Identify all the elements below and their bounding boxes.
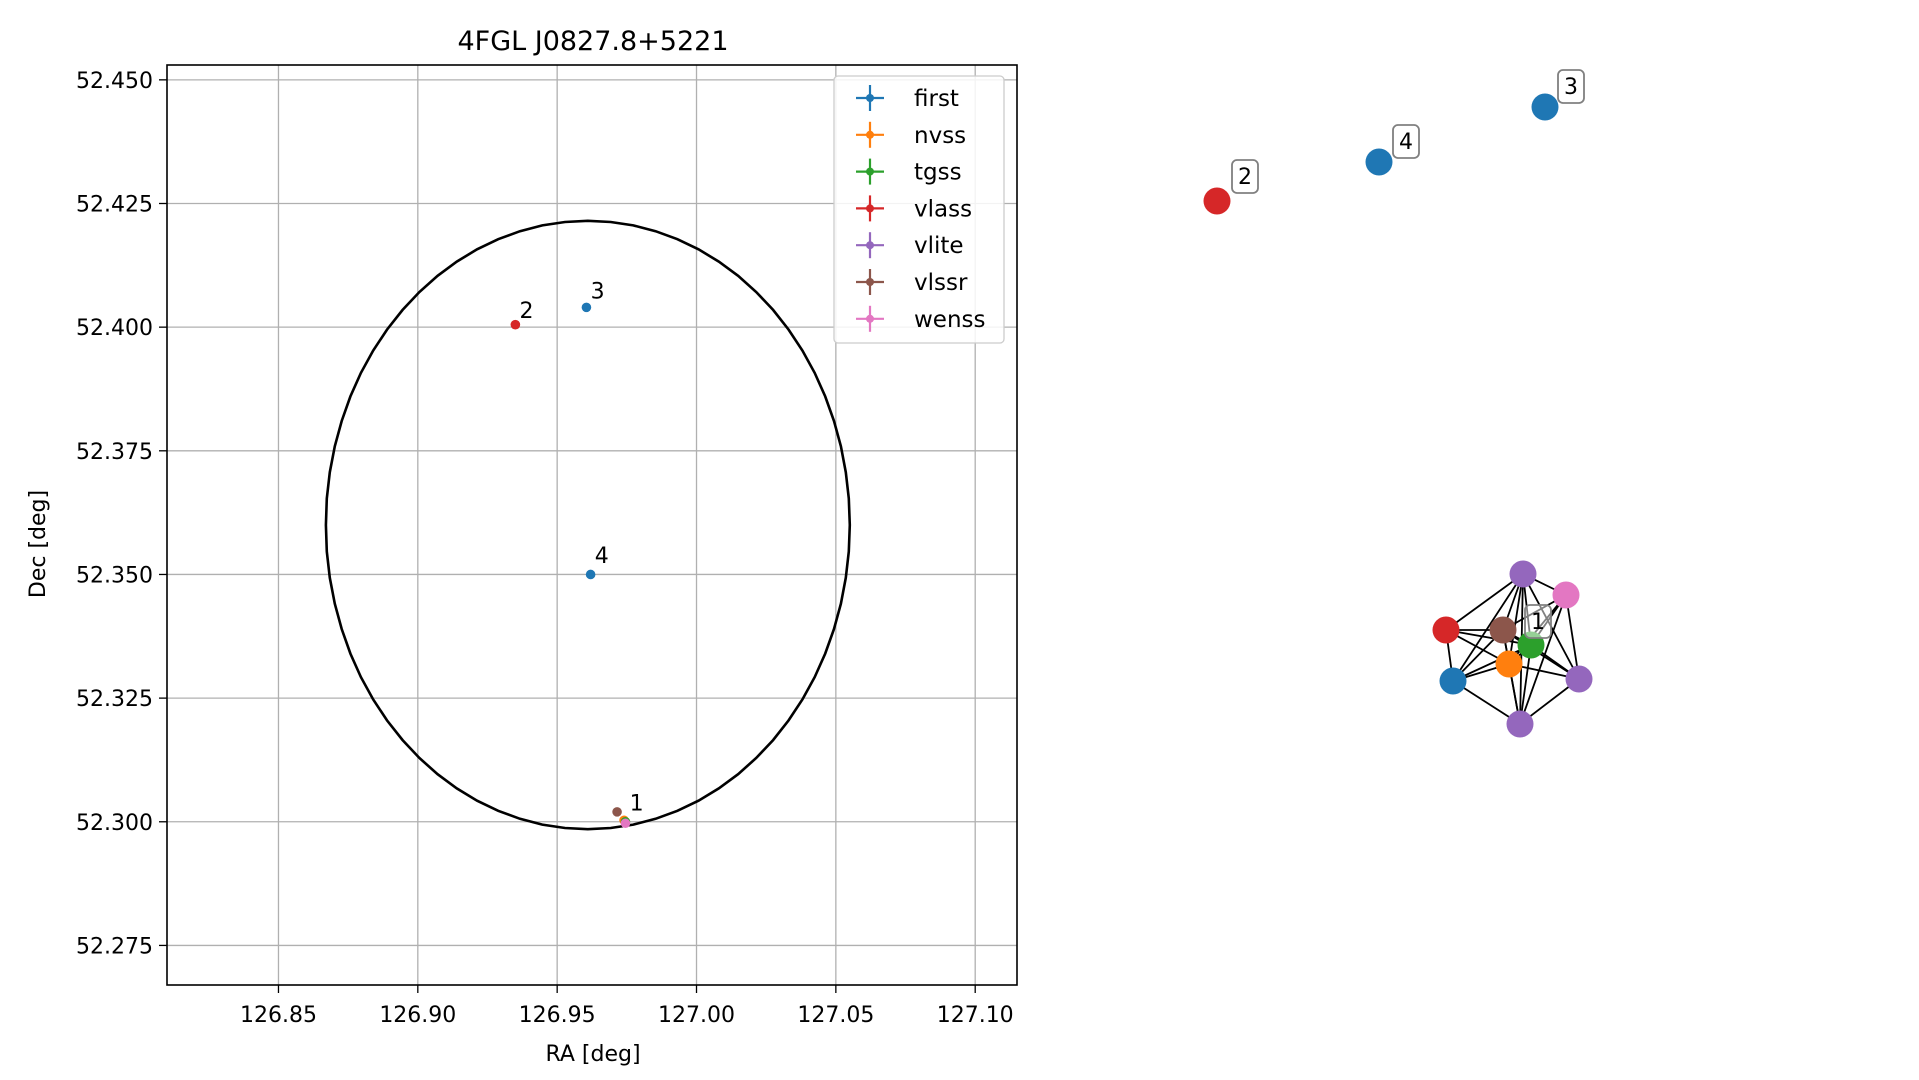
- source-point-vlass: [510, 319, 521, 330]
- y-tick-label: 52.400: [76, 316, 153, 341]
- graph-node-label: 3: [1564, 75, 1578, 100]
- y-tick-label: 52.325: [76, 687, 153, 712]
- graph-node-vlssr: [1489, 616, 1517, 644]
- legend-marker-dot: [866, 278, 874, 286]
- legend-label: tgss: [914, 160, 962, 186]
- graph-node-vlass: [1432, 616, 1460, 644]
- source-point-first: [585, 569, 596, 580]
- graph-edge: [1445, 629, 1532, 646]
- y-tick-label: 52.450: [76, 69, 153, 94]
- legend: first nvss tgss vlass vlite vlssr wenss: [833, 75, 1005, 344]
- graph-node-label: 1: [1531, 610, 1545, 635]
- x-axis-label: RA [deg]: [545, 1042, 640, 1067]
- graph-node-nvss: [1495, 650, 1523, 678]
- graph-node-vlite: [1509, 560, 1537, 588]
- plot-frame: [166, 64, 1018, 986]
- legend-marker-dot: [866, 314, 874, 323]
- x-tick-label: 126.90: [379, 1003, 456, 1028]
- graph-label-box: [1392, 124, 1420, 159]
- error-ellipse: [324, 219, 852, 831]
- point-annotation: 4: [595, 544, 609, 569]
- graph-edge: [1445, 573, 1524, 631]
- legend-label: vlass: [914, 196, 972, 222]
- y-axis-label: Dec [deg]: [26, 490, 51, 598]
- graph-node-first: [1439, 667, 1467, 695]
- chart-title: 4FGL J0827.8+5221: [457, 26, 728, 57]
- legend-marker-dot: [866, 167, 874, 176]
- y-tick-label: 52.275: [76, 934, 153, 959]
- legend-marker-dot: [866, 241, 874, 250]
- graph-edge: [1508, 573, 1524, 665]
- graph-edge: [1452, 644, 1532, 682]
- y-tick-label: 52.350: [76, 563, 153, 588]
- graph-node-first: [1365, 148, 1393, 176]
- graph-label-box: [1557, 69, 1585, 104]
- legend-label: nvss: [914, 123, 966, 149]
- x-tick-label: 126.85: [240, 1003, 317, 1028]
- y-tick-label: 52.300: [76, 811, 153, 836]
- source-point-first: [581, 302, 592, 313]
- x-tick-label: 127.05: [797, 1003, 874, 1028]
- legend-label: vlite: [914, 233, 964, 259]
- plot-area: 126.85 126.90 126.95 127.00 127.05 127.10 52.2…: [76, 64, 1018, 1028]
- legend-box: [833, 75, 1005, 344]
- graph-node-vlite: [1506, 710, 1534, 738]
- point-annotation: 3: [591, 279, 605, 304]
- graph-node-first: [1531, 93, 1559, 121]
- graph-node-label: 4: [1399, 130, 1413, 155]
- graph-edge: [1519, 594, 1567, 725]
- graph-label-box: [1231, 159, 1259, 194]
- y-tick-label: 52.375: [76, 440, 153, 465]
- source-point-vlssr: [612, 807, 622, 817]
- graph-edge: [1452, 573, 1524, 682]
- graph-node-label: 2: [1238, 165, 1252, 190]
- graph-node-vlite: [1565, 665, 1593, 693]
- legend-label: vlssr: [914, 270, 968, 296]
- x-tick-label: 126.95: [519, 1003, 596, 1028]
- source-point-wenss: [620, 818, 631, 829]
- legend-marker-dot: [866, 94, 874, 102]
- graph-node-vlass: [1203, 187, 1231, 215]
- legend-label: wenss: [914, 307, 986, 333]
- y-tick-label: 52.425: [76, 192, 153, 217]
- graph-label-box: [1524, 604, 1552, 639]
- point-annotation: 1: [630, 791, 644, 816]
- legend-marker-dot: [866, 204, 874, 213]
- point-annotation: 2: [520, 299, 534, 324]
- graph-edge: [1565, 594, 1580, 680]
- x-tick-label: 127.00: [658, 1003, 735, 1028]
- legend-marker-dot: [866, 130, 874, 139]
- x-tick-label: 127.10: [937, 1003, 1014, 1028]
- graph-node-wenss: [1552, 581, 1580, 609]
- network-graph: 2 4 3 1: [1203, 69, 1593, 738]
- legend-label: first: [914, 86, 959, 112]
